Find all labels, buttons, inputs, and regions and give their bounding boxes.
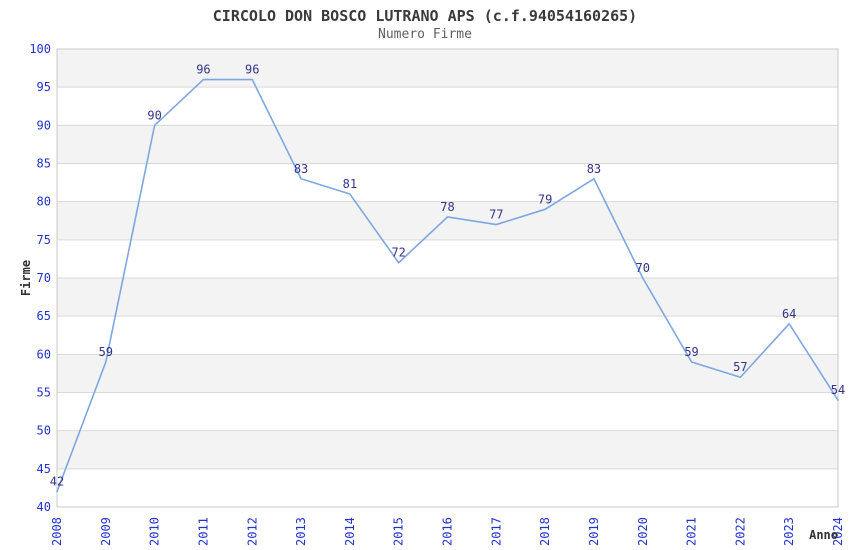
x-tick-label: 2020 [636, 517, 650, 546]
point-label: 83 [294, 162, 308, 176]
x-tick-label: 2018 [538, 517, 552, 546]
y-tick-label: 95 [37, 80, 51, 94]
point-label: 59 [99, 345, 113, 359]
x-tick-label: 2012 [245, 517, 259, 546]
chart-subtitle: Numero Firme [378, 27, 472, 42]
x-tick-label: 2023 [782, 517, 796, 546]
x-tick-label: 2014 [343, 517, 357, 546]
x-tick-label: 2015 [392, 517, 406, 546]
point-label: 79 [538, 192, 552, 206]
point-label: 70 [636, 261, 650, 275]
point-label: 77 [489, 208, 503, 222]
y-tick-label: 40 [37, 500, 51, 514]
x-tick-label: 2008 [50, 517, 64, 546]
x-tick-label: 2017 [489, 517, 503, 546]
x-tick-label: 2021 [685, 517, 699, 546]
point-label: 42 [50, 475, 64, 489]
x-tick-label: 2022 [733, 517, 747, 546]
point-label: 57 [733, 360, 747, 374]
x-tick-label: 2019 [587, 517, 601, 546]
x-tick-label: 2016 [441, 517, 455, 546]
y-tick-label: 85 [37, 157, 51, 171]
x-tick-label: 2010 [148, 517, 162, 546]
point-label: 83 [587, 162, 601, 176]
point-label: 78 [440, 200, 454, 214]
point-label: 96 [196, 63, 210, 77]
x-tick-label: 2011 [196, 517, 210, 546]
point-label: 59 [684, 345, 698, 359]
y-tick-label: 70 [37, 271, 51, 285]
y-tick-label: 90 [37, 118, 51, 132]
x-tick-label: 2009 [99, 517, 113, 546]
point-label: 72 [391, 246, 405, 260]
plot-band [57, 430, 838, 469]
chart-title: CIRCOLO DON BOSCO LUTRANO APS (c.f.94054… [212, 7, 638, 25]
point-label: 81 [343, 177, 357, 191]
x-axis-title: Anno [809, 528, 838, 542]
y-tick-label: 60 [37, 347, 51, 361]
point-label: 96 [245, 63, 259, 77]
data-line [56, 78, 839, 493]
plot-band [57, 49, 838, 88]
y-tick-label: 80 [37, 195, 51, 209]
x-tick-label: 2024 [831, 517, 845, 546]
y-tick-label: 75 [37, 233, 51, 247]
y-tick-label: 65 [37, 309, 51, 323]
point-label: 54 [831, 383, 845, 397]
y-tick-label: 45 [37, 462, 51, 476]
y-tick-label: 55 [37, 386, 51, 400]
point-label: 64 [782, 307, 796, 321]
plot-band [57, 278, 838, 317]
y-axis-title: Firme [19, 260, 33, 296]
y-tick-label: 100 [29, 42, 51, 56]
plot-border [56, 48, 839, 508]
plot-band [57, 125, 838, 164]
plot-band [57, 201, 838, 240]
x-tick-label: 2013 [294, 517, 308, 546]
plot-band [57, 354, 838, 393]
point-label: 90 [147, 108, 161, 122]
y-tick-label: 50 [37, 424, 51, 438]
